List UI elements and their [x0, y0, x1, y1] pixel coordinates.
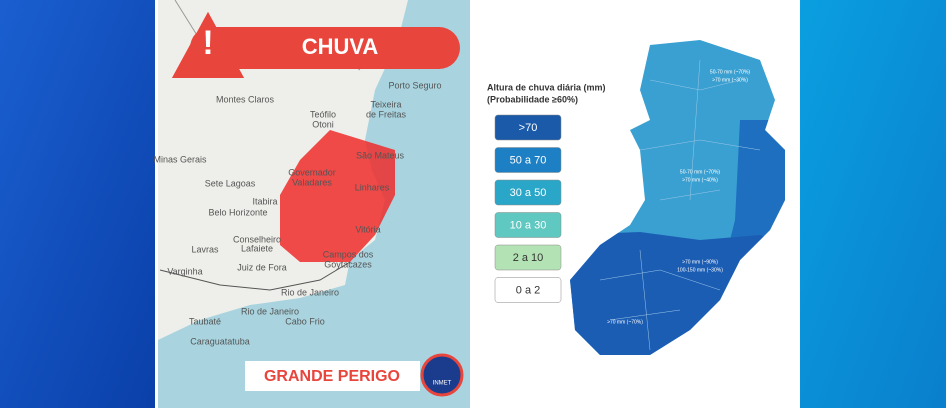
legend-label: 50 a 70 [510, 154, 547, 166]
city-label: Otoni [312, 119, 334, 129]
city-label: Teixeira [370, 99, 401, 109]
city-label: Valadares [292, 177, 332, 187]
legend-subtitle: (Probabilidade ≥60%) [487, 94, 578, 104]
map-annotation: >70 mm (~90%) [682, 259, 718, 265]
alert-banner [190, 27, 460, 69]
logo [420, 353, 464, 397]
legend-swatch [494, 147, 562, 173]
city-label: Minas Gerais [153, 154, 207, 164]
city-label: Lafaiete [241, 243, 273, 253]
svg-text:!: ! [202, 24, 213, 62]
city-label: Porto Seguro [388, 80, 441, 90]
city-label: Taubaté [189, 316, 221, 326]
city-label: Teófilo [310, 109, 336, 119]
background-right [800, 0, 946, 408]
city-label: Itabira [252, 196, 277, 206]
city-label: Lavras [191, 244, 219, 254]
legend-label: >70 [519, 122, 538, 134]
level-box [245, 361, 420, 391]
left-map: ! CHUVA GRANDE PERIGO INMET Montes Claro… [153, 0, 470, 408]
city-label: Linhares [355, 182, 390, 192]
city-label: Cabo Frio [285, 316, 325, 326]
map-annotation: 50-70 mm (~70%) [710, 69, 750, 75]
map-annotation: >70 mm (~40%) [682, 177, 718, 183]
city-label: Rio de Janeiro [281, 287, 339, 297]
legend-swatch [494, 179, 562, 206]
map-annotation: 50-70 mm (~70%) [680, 169, 720, 175]
city-label: Juiz de Fora [237, 262, 287, 272]
legend-swatch [494, 114, 562, 141]
alert-level: GRANDE PERIGO [264, 368, 400, 385]
alert-area [280, 130, 395, 262]
city-label: de Freitas [366, 109, 407, 119]
legend-swatch [494, 212, 562, 238]
city-label: Rio de Janeiro [241, 306, 299, 316]
legend-swatch [494, 277, 562, 303]
city-label: Sete Lagoas [205, 178, 256, 188]
city-label: Campos dos [323, 249, 374, 259]
city-label: Conselheiro [233, 234, 281, 244]
city-label: Vitória [355, 224, 380, 234]
map-annotation: >70 mm (~30%) [712, 77, 748, 83]
legend-swatch [494, 244, 562, 271]
alert-title: CHUVA [302, 34, 379, 59]
city-label: São Mateus [356, 150, 405, 160]
city-label: Montes Claros [216, 94, 275, 104]
legend-label: 0 a 2 [516, 284, 540, 296]
city-label: Varginha [167, 266, 202, 276]
background-left [0, 0, 160, 408]
map-annotation: 100-150 mm (~30%) [677, 267, 723, 273]
legend-label: 2 a 10 [513, 252, 544, 264]
city-label: Goytacazes [324, 259, 372, 269]
logo-text: INMET [433, 381, 452, 387]
legend-label: 30 a 50 [510, 187, 547, 199]
legend-label: 10 a 30 [510, 219, 547, 231]
legend-title: Altura de chuva diária (mm) [487, 82, 606, 92]
city-label: Caraguatatuba [190, 336, 250, 346]
city-label: Belo Horizonte [208, 207, 267, 217]
map-annotation: >70 mm (~70%) [607, 319, 643, 325]
city-label: Governador [288, 167, 336, 177]
